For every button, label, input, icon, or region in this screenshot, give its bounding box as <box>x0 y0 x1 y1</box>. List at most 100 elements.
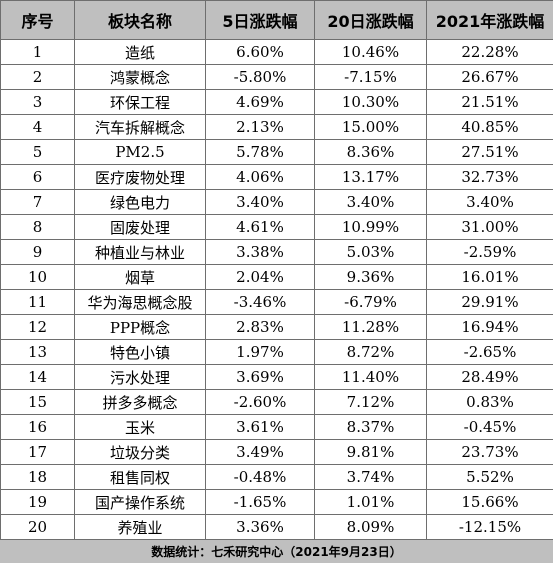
change-5day-cell: 4.06% <box>205 164 315 190</box>
sector-name-cell: 绿色电力 <box>74 189 206 215</box>
table-row: 5 PM2.5 5.78% 8.36% 27.51% <box>0 139 553 165</box>
row-index: 3 <box>0 89 75 115</box>
change-5day-cell: 2.83% <box>205 314 315 340</box>
sector-table: 序号 板块名称 5日涨跌幅 20日涨跌幅 2021年涨跌幅 1 造纸 6.60% 10… <box>0 0 553 540</box>
table-row: 20 养殖业 3.36% 8.09% -12.15% <box>0 514 553 540</box>
sector-name-cell: 垃圾分类 <box>74 439 206 465</box>
sector-name-cell: 汽车拆解概念 <box>74 114 206 140</box>
change-2021-cell: 31.00% <box>426 214 553 240</box>
change-2021-cell: 26.67% <box>426 64 553 90</box>
table-row: 16 玉米 3.61% 8.37% -0.45% <box>0 414 553 440</box>
row-index: 9 <box>0 239 75 265</box>
row-index: 6 <box>0 164 75 190</box>
sector-name-cell: 租售同权 <box>74 464 206 490</box>
table-row: 11 华为海思概念股 -3.46% -6.79% 29.91% <box>0 289 553 315</box>
row-index: 10 <box>0 264 75 290</box>
table-row: 10 烟草 2.04% 9.36% 16.01% <box>0 264 553 290</box>
change-5day-cell: 6.60% <box>205 39 315 65</box>
row-index: 13 <box>0 339 75 365</box>
change-20day-cell: 15.00% <box>314 114 427 140</box>
change-5day-cell: -3.46% <box>205 289 315 315</box>
header-2021-change: 2021年涨跌幅 <box>426 0 553 40</box>
change-20day-cell: 9.36% <box>314 264 427 290</box>
table-row: 7 绿色电力 3.40% 3.40% 3.40% <box>0 189 553 215</box>
change-2021-cell: -2.65% <box>426 339 553 365</box>
change-20day-cell: 10.46% <box>314 39 427 65</box>
table-row: 18 租售同权 -0.48% 3.74% 5.52% <box>0 464 553 490</box>
row-index: 19 <box>0 489 75 515</box>
row-index: 20 <box>0 514 75 540</box>
table-row: 15 拼多多概念 -2.60% 7.12% 0.83% <box>0 389 553 415</box>
table-row: 1 造纸 6.60% 10.46% 22.28% <box>0 39 553 65</box>
sector-name-cell: 烟草 <box>74 264 206 290</box>
row-index: 8 <box>0 214 75 240</box>
change-20day-cell: 7.12% <box>314 389 427 415</box>
change-5day-cell: 2.13% <box>205 114 315 140</box>
change-2021-cell: 27.51% <box>426 139 553 165</box>
change-20day-cell: -6.79% <box>314 289 427 315</box>
change-20day-cell: 11.40% <box>314 364 427 390</box>
change-5day-cell: 3.61% <box>205 414 315 440</box>
table-row: 4 汽车拆解概念 2.13% 15.00% 40.85% <box>0 114 553 140</box>
change-2021-cell: 28.49% <box>426 364 553 390</box>
change-5day-cell: 5.78% <box>205 139 315 165</box>
change-20day-cell: 3.74% <box>314 464 427 490</box>
row-index: 11 <box>0 289 75 315</box>
change-20day-cell: 8.36% <box>314 139 427 165</box>
table-row: 2 鸿蒙概念 -5.80% -7.15% 26.67% <box>0 64 553 90</box>
change-5day-cell: 3.36% <box>205 514 315 540</box>
header-index: 序号 <box>0 0 75 40</box>
change-5day-cell: -2.60% <box>205 389 315 415</box>
row-index: 18 <box>0 464 75 490</box>
sector-name-cell: 医疗废物处理 <box>74 164 206 190</box>
change-20day-cell: 1.01% <box>314 489 427 515</box>
row-index: 5 <box>0 139 75 165</box>
change-2021-cell: 16.01% <box>426 264 553 290</box>
change-2021-cell: 15.66% <box>426 489 553 515</box>
table-row: 14 污水处理 3.69% 11.40% 28.49% <box>0 364 553 390</box>
change-2021-cell: -2.59% <box>426 239 553 265</box>
table-row: 12 PPP概念 2.83% 11.28% 16.94% <box>0 314 553 340</box>
change-2021-cell: 21.51% <box>426 89 553 115</box>
sector-name-cell: PPP概念 <box>74 314 206 340</box>
change-5day-cell: 3.69% <box>205 364 315 390</box>
sector-name-cell: 污水处理 <box>74 364 206 390</box>
row-index: 7 <box>0 189 75 215</box>
change-2021-cell: 32.73% <box>426 164 553 190</box>
change-5day-cell: 3.40% <box>205 189 315 215</box>
sector-name-cell: 种植业与林业 <box>74 239 206 265</box>
row-index: 15 <box>0 389 75 415</box>
header-5day-change: 5日涨跌幅 <box>205 0 315 40</box>
change-2021-cell: -12.15% <box>426 514 553 540</box>
change-5day-cell: 3.49% <box>205 439 315 465</box>
change-5day-cell: 2.04% <box>205 264 315 290</box>
change-2021-cell: 16.94% <box>426 314 553 340</box>
change-20day-cell: 5.03% <box>314 239 427 265</box>
change-20day-cell: 11.28% <box>314 314 427 340</box>
change-2021-cell: 29.91% <box>426 289 553 315</box>
row-index: 16 <box>0 414 75 440</box>
sector-name-cell: PM2.5 <box>74 139 206 165</box>
sector-name-cell: 玉米 <box>74 414 206 440</box>
sector-name-cell: 拼多多概念 <box>74 389 206 415</box>
change-2021-cell: 3.40% <box>426 189 553 215</box>
change-20day-cell: 8.37% <box>314 414 427 440</box>
change-5day-cell: 3.38% <box>205 239 315 265</box>
table-row: 3 环保工程 4.69% 10.30% 21.51% <box>0 89 553 115</box>
change-20day-cell: -7.15% <box>314 64 427 90</box>
header-20day-change: 20日涨跌幅 <box>314 0 427 40</box>
sector-name-cell: 鸿蒙概念 <box>74 64 206 90</box>
change-20day-cell: 8.72% <box>314 339 427 365</box>
data-source-note: 数据统计：七禾研究中心（2021年9月23日） <box>0 539 553 563</box>
change-5day-cell: -1.65% <box>205 489 315 515</box>
table-row: 9 种植业与林业 3.38% 5.03% -2.59% <box>0 239 553 265</box>
change-5day-cell: -0.48% <box>205 464 315 490</box>
change-20day-cell: 8.09% <box>314 514 427 540</box>
change-2021-cell: 23.73% <box>426 439 553 465</box>
change-2021-cell: 5.52% <box>426 464 553 490</box>
change-5day-cell: -5.80% <box>205 64 315 90</box>
change-5day-cell: 4.61% <box>205 214 315 240</box>
row-index: 4 <box>0 114 75 140</box>
change-5day-cell: 4.69% <box>205 89 315 115</box>
table-row: 13 特色小镇 1.97% 8.72% -2.65% <box>0 339 553 365</box>
